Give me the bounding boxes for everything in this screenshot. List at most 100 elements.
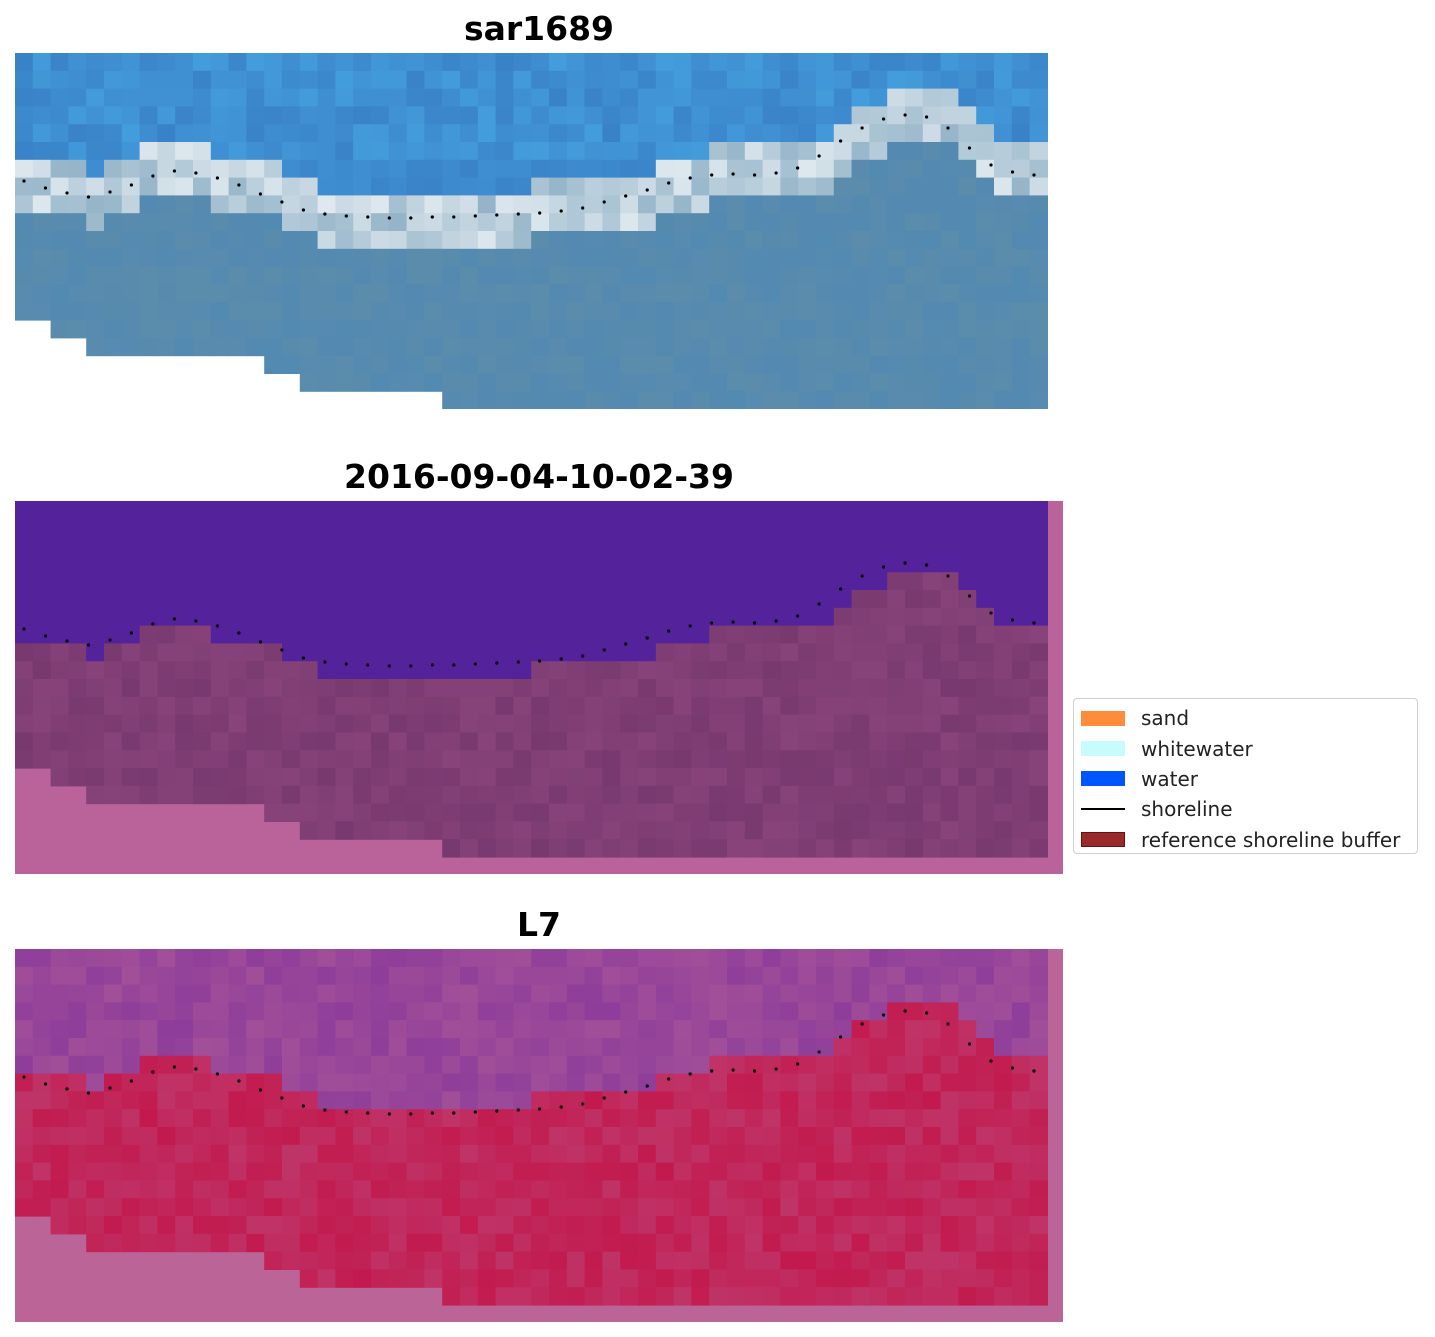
image-pixel (691, 213, 710, 232)
image-pixel (210, 1038, 230, 1057)
image-pixel (353, 501, 372, 520)
image-pixel (922, 1002, 942, 1021)
image-pixel (602, 572, 621, 591)
image-pixel (157, 966, 176, 986)
image-pixel (50, 302, 69, 321)
image-pixel (549, 1269, 568, 1288)
image-pixel (175, 320, 194, 339)
image-pixel (406, 1020, 425, 1039)
image-pixel (549, 1073, 568, 1092)
image-pixel (104, 607, 123, 627)
image-pixel (424, 984, 443, 1003)
image-pixel (798, 320, 817, 339)
image-pixel (905, 1002, 924, 1021)
image-pixel (620, 803, 639, 822)
image-pixel (121, 714, 141, 733)
image-pixel (851, 1198, 870, 1217)
image-pixel (442, 785, 461, 805)
image-pixel (620, 391, 639, 409)
image-pixel (780, 1198, 799, 1217)
image-pixel (655, 536, 675, 555)
image-pixel (175, 607, 194, 627)
image-pixel (460, 53, 479, 72)
image-pixel (424, 1002, 443, 1021)
image-pixel (566, 231, 586, 250)
image-pixel (638, 284, 657, 303)
image-pixel (424, 536, 443, 555)
image-pixel (549, 1233, 568, 1253)
image-pixel (1011, 355, 1031, 374)
image-pixel (513, 337, 532, 357)
image-pixel (513, 803, 532, 822)
image-pixel (994, 643, 1013, 662)
image-pixel (513, 248, 532, 268)
image-pixel (477, 213, 497, 232)
image-pixel (86, 53, 105, 72)
image-pixel (353, 302, 372, 321)
image-pixel (246, 1020, 265, 1039)
image-pixel (851, 266, 870, 285)
image-pixel (727, 355, 746, 374)
image-pixel (816, 70, 835, 90)
image-pixel (780, 1269, 799, 1288)
image-pixel (121, 949, 141, 968)
image-pixel (816, 1198, 835, 1217)
image-pixel (851, 1180, 870, 1199)
image-pixel (744, 768, 764, 787)
image-pixel (833, 373, 853, 392)
image-pixel (477, 1109, 497, 1128)
image-pixel (584, 1216, 603, 1235)
image-pixel (228, 1198, 247, 1217)
image-pixel (1011, 337, 1031, 357)
image-pixel (406, 337, 425, 357)
image-pixel (406, 53, 425, 72)
image-pixel (371, 177, 390, 196)
image-pixel (620, 607, 639, 627)
image-pixel (371, 88, 390, 107)
image-pixel (638, 106, 657, 125)
image-pixel (673, 70, 692, 90)
image-pixel (335, 337, 354, 357)
image-pixel (424, 177, 443, 196)
shoreline-point (301, 656, 305, 660)
image-pixel (798, 106, 817, 125)
image-pixel (104, 177, 123, 196)
image-pixel (175, 661, 194, 680)
image-pixel (282, 518, 301, 538)
image-pixel (460, 320, 479, 339)
image-pixel (513, 195, 532, 214)
image-pixel (104, 714, 123, 733)
image-pixel (887, 661, 906, 680)
image-pixel (15, 1109, 34, 1128)
image-pixel (727, 1198, 746, 1217)
image-pixel (513, 554, 532, 573)
image-pixel (282, 337, 301, 357)
image-pixel (851, 373, 870, 392)
image-pixel (531, 1216, 550, 1235)
image-pixel (549, 590, 568, 609)
image-pixel (477, 572, 497, 591)
image-pixel (495, 320, 514, 339)
shoreline-point (258, 640, 262, 644)
image-pixel (193, 1162, 212, 1181)
image-pixel (620, 839, 639, 858)
image-pixel (477, 53, 497, 72)
image-pixel (798, 1251, 817, 1270)
image-pixel (673, 177, 692, 196)
image-pixel (566, 501, 586, 520)
image-pixel (335, 248, 354, 268)
image-pixel (709, 839, 728, 858)
image-pixel (353, 53, 372, 72)
image-pixel (68, 1091, 87, 1110)
image-pixel (15, 501, 34, 520)
image-pixel (727, 1020, 746, 1039)
image-pixel (175, 714, 194, 733)
image-pixel (157, 124, 176, 143)
image-pixel (994, 337, 1013, 357)
image-pixel (442, 590, 461, 609)
image-pixel (335, 643, 354, 662)
image-pixel (353, 1038, 372, 1057)
image-pixel (210, 284, 230, 303)
image-pixel (50, 320, 69, 339)
image-pixel (121, 195, 141, 214)
